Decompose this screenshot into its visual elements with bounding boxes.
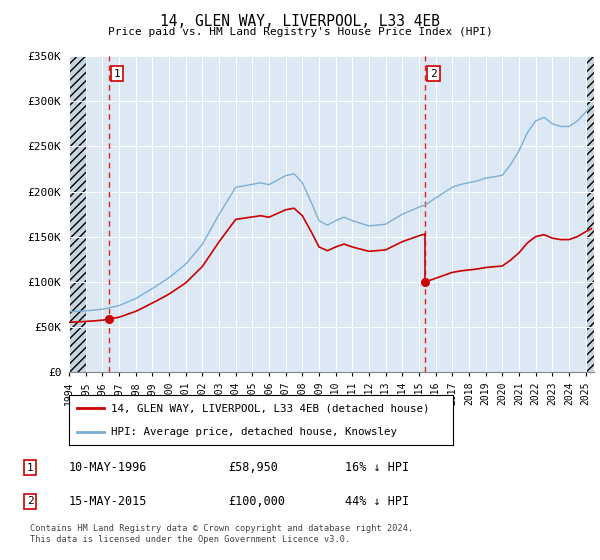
Bar: [587, 56, 594, 372]
Text: 14, GLEN WAY, LIVERPOOL, L33 4EB (detached house): 14, GLEN WAY, LIVERPOOL, L33 4EB (detach…: [111, 403, 430, 413]
Text: 1: 1: [113, 69, 120, 78]
Text: £100,000: £100,000: [228, 494, 285, 508]
Bar: [69, 56, 87, 372]
Text: £58,950: £58,950: [228, 461, 278, 474]
Text: 14, GLEN WAY, LIVERPOOL, L33 4EB: 14, GLEN WAY, LIVERPOOL, L33 4EB: [160, 14, 440, 29]
Text: 2: 2: [430, 69, 437, 78]
Text: 10-MAY-1996: 10-MAY-1996: [69, 461, 148, 474]
Text: 44% ↓ HPI: 44% ↓ HPI: [345, 494, 409, 508]
Text: Price paid vs. HM Land Registry's House Price Index (HPI): Price paid vs. HM Land Registry's House …: [107, 27, 493, 37]
Text: 1: 1: [26, 463, 34, 473]
Text: Contains HM Land Registry data © Crown copyright and database right 2024.
This d: Contains HM Land Registry data © Crown c…: [30, 524, 413, 544]
Text: HPI: Average price, detached house, Knowsley: HPI: Average price, detached house, Know…: [111, 427, 397, 437]
Text: 15-MAY-2015: 15-MAY-2015: [69, 494, 148, 508]
Text: 2: 2: [26, 496, 34, 506]
Text: 16% ↓ HPI: 16% ↓ HPI: [345, 461, 409, 474]
